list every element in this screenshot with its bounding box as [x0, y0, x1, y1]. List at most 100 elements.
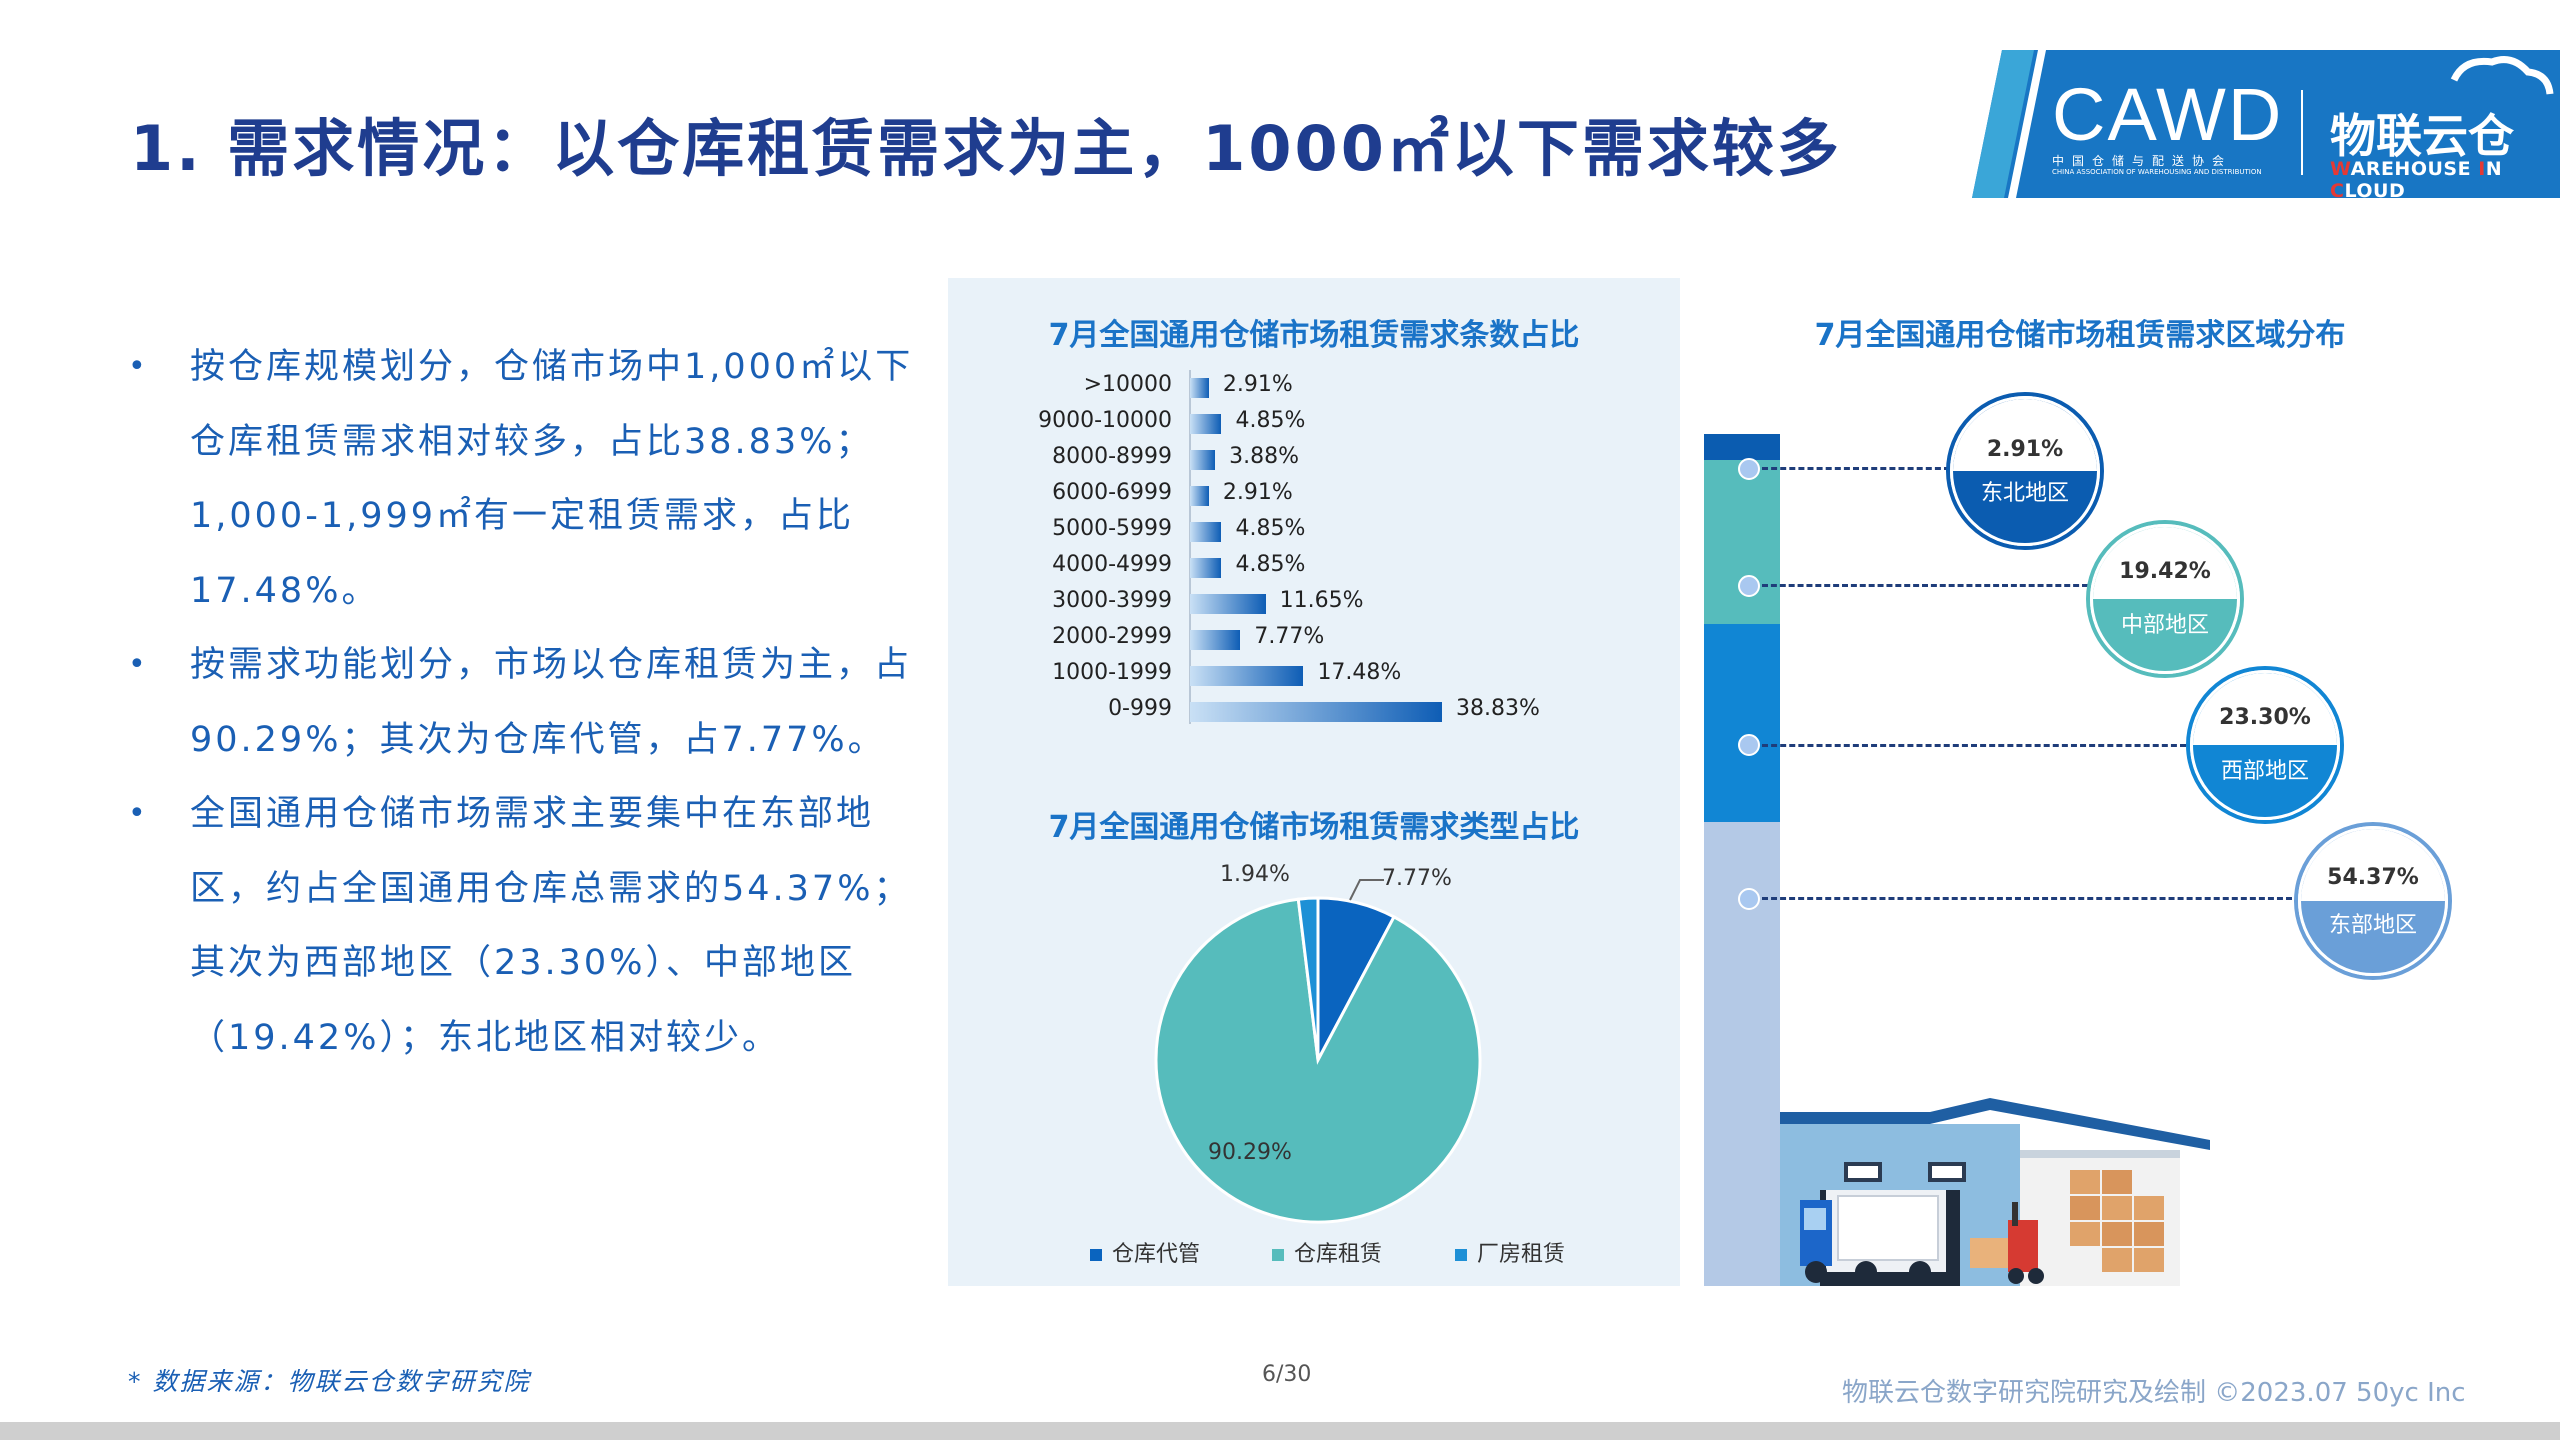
bar-mark: [1190, 414, 1222, 434]
region-bubble-ring: [1946, 392, 2104, 550]
region-dot: [1738, 458, 1760, 480]
bar-row: 9000-10000 4.85%: [948, 406, 1680, 442]
bar-value-label: 3.88%: [1229, 444, 1300, 469]
bar-mark: [1190, 450, 1216, 470]
bubble-value: 19.42%: [2093, 527, 2237, 599]
bar-row: 0-999 38.83%: [948, 694, 1680, 730]
wic-logo-en: WAREHOUSE IN CLOUD: [2330, 158, 2560, 202]
size-chart-title: 7月全国通用仓储市场租赁需求条数占比: [1048, 318, 1580, 353]
region-dot: [1738, 575, 1760, 597]
page-number: 6/30: [1262, 1362, 1312, 1387]
wic-logo-part2: N: [2485, 158, 2503, 180]
region-bubble-ring: [2294, 822, 2452, 980]
region-bubble-central: 19.42% 中部地区: [2090, 524, 2240, 674]
bar-category-label: 6000-6999: [1052, 480, 1172, 505]
bar-category-label: 3000-3999: [1052, 588, 1172, 613]
cawd-logo-cn: 中国仓储与配送协会: [2052, 154, 2233, 168]
bar-mark: [1190, 702, 1442, 722]
page-title: 1. 需求情况：以仓库租赁需求为主，1000㎡以下需求较多: [130, 112, 1842, 185]
bar-category-label: 2000-2999: [1052, 624, 1172, 649]
region-col-northeast: [1704, 434, 1780, 460]
region-bubble-west: 23.30% 西部地区: [2190, 670, 2340, 820]
bubble-value: 2.91%: [1953, 399, 2097, 471]
bar-category-label: 4000-4999: [1052, 552, 1172, 577]
wic-logo-part1: AREHOUSE: [2350, 158, 2479, 180]
bubble-value: 23.30%: [2193, 673, 2337, 745]
legend-changfang: 厂房租赁: [1455, 1236, 1565, 1268]
pie-chart: [1154, 896, 1482, 1224]
wic-logo-cn: 物联云仓: [2330, 109, 2514, 163]
bar-value-label: 2.91%: [1222, 372, 1293, 397]
footer-credit: 物联云仓数字研究院研究及绘制 ©2023.07 50yc Inc: [1842, 1378, 2466, 1408]
bar-category-label: 1000-1999: [1052, 660, 1172, 685]
cawd-logo-text: CAWD: [2052, 73, 2284, 156]
region-bubble-east: 54.37% 东部地区: [2298, 826, 2448, 976]
region-col-west: [1704, 624, 1780, 822]
region-dot: [1738, 888, 1760, 910]
bar-row: 3000-3999 11.65%: [948, 586, 1680, 622]
wic-logo-c: C: [2330, 180, 2345, 202]
bubble-region: 西部地区: [2220, 759, 2309, 784]
bar-category-label: >10000: [1083, 372, 1172, 397]
bar-mark: [1190, 666, 1304, 686]
bubble-value: 54.37%: [2301, 829, 2445, 901]
bar-mark: [1190, 486, 1209, 506]
bar-category-label: 8000-8999: [1052, 444, 1172, 469]
region-leader: [1762, 467, 1950, 470]
region-bubble-ring: [2186, 666, 2344, 824]
data-source-note: * 数据来源：物联云仓数字研究院: [128, 1367, 531, 1396]
legend-swatch: [1272, 1249, 1284, 1261]
bullet-item: 按需求功能划分，市场以仓库租赁为主，占90.29%；其次为仓库代管，占7.77%…: [126, 628, 946, 777]
bar-mark: [1190, 630, 1241, 650]
pie-leader-line: [1349, 879, 1384, 901]
type-chart-title: 7月全国通用仓储市场租赁需求类型占比: [1048, 810, 1580, 845]
wic-logo-part3: LOUD: [2344, 180, 2406, 202]
bar-category-label: 0-999: [1108, 696, 1172, 721]
region-leader: [1762, 584, 2088, 587]
bubble-region: 东北地区: [1980, 481, 2069, 506]
region-leader: [1762, 744, 2186, 747]
pie-label-guanli: 7.77%: [1382, 866, 1452, 891]
cawd-logo-en: CHINA ASSOCIATION OF WAREHOUSING AND DIS…: [2052, 168, 2262, 176]
header-logo-banner: [1972, 50, 2560, 198]
pie-label-zulin: 90.29%: [1208, 1140, 1292, 1165]
bar-category-label: 9000-10000: [1038, 408, 1172, 433]
bar-mark: [1190, 378, 1209, 398]
bar-value-label: 7.77%: [1254, 624, 1325, 649]
legend-swatch: [1090, 1249, 1102, 1261]
bar-mark: [1190, 594, 1266, 614]
bar-mark: [1190, 522, 1222, 542]
region-chart-title: 7月全国通用仓储市场租赁需求区域分布: [1814, 318, 2346, 353]
region-bubble-ring: [2086, 520, 2244, 678]
size-chart-panel: 7月全国通用仓储市场租赁需求条数占比 >10000 2.91% 9000-10000…: [948, 278, 1680, 786]
bubble-region: 东部地区: [2328, 913, 2417, 938]
bar-mark: [1190, 558, 1222, 578]
region-col-central: [1704, 460, 1780, 624]
warehouse-truck-illustration: [1780, 1090, 2210, 1286]
bullet-item: 全国通用仓储市场需求主要集中在东部地区，约占全国通用仓库总需求的54.37%；其…: [126, 777, 946, 1075]
bottom-bar: [0, 1422, 2560, 1440]
pie-label-changfang: 1.94%: [1220, 862, 1290, 887]
legend-swatch: [1455, 1249, 1467, 1261]
bar-row: 1000-1999 17.48%: [948, 658, 1680, 694]
bullet-item: 按仓库规模划分，仓储市场中1,000㎡以下仓库租赁需求相对较多，占比38.83%…: [126, 330, 946, 628]
bubble-region: 中部地区: [2120, 613, 2209, 638]
wic-logo-i: I: [2478, 158, 2486, 180]
pie-slice: [1154, 897, 1482, 1224]
region-bubble-northeast: 2.91% 东北地区: [1950, 396, 2100, 546]
legend-zulin: 仓库租赁: [1272, 1236, 1382, 1268]
bar-row: 6000-6999 2.91%: [948, 478, 1680, 514]
bar-value-label: 2.91%: [1222, 480, 1293, 505]
bar-value-label: 17.48%: [1317, 660, 1402, 685]
region-dot: [1738, 734, 1760, 756]
bar-row: 5000-5999 4.85%: [948, 514, 1680, 550]
bar-category-label: 5000-5999: [1052, 516, 1172, 541]
pie-slice: [1296, 896, 1320, 1061]
bar-row: 4000-4999 4.85%: [948, 550, 1680, 586]
bar-value-label: 38.83%: [1456, 696, 1540, 721]
region-leader: [1762, 897, 2292, 900]
bar-chart-axis: [1189, 370, 1191, 724]
bullet-list: 按仓库规模划分，仓储市场中1,000㎡以下仓库租赁需求相对较多，占比38.83%…: [126, 330, 946, 1075]
bar-row: 2000-2999 7.77%: [948, 622, 1680, 658]
wic-logo-w: W: [2330, 158, 2351, 180]
